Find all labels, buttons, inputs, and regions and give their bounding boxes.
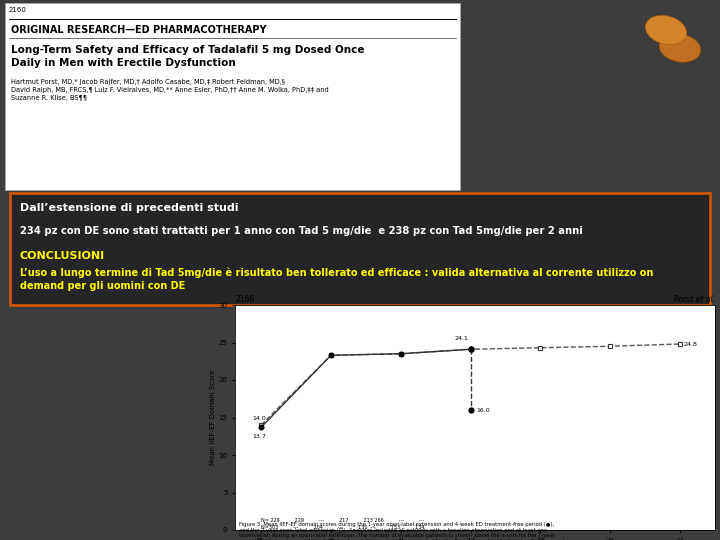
Text: 234 pz con DE sono stati trattatti per 1 anno con Tad 5 mg/die  e 238 pz con Tad: 234 pz con DE sono stati trattatti per 1…: [20, 226, 582, 236]
Text: N=303          ---          204          ---          130  ---          153     : N=303 --- 204 --- 130 --- 153: [261, 525, 425, 530]
Text: Dall’estensione di precedenti studi: Dall’estensione di precedenti studi: [20, 203, 238, 213]
Text: Porst et al.: Porst et al.: [674, 295, 715, 304]
Text: 14.0: 14.0: [253, 416, 266, 421]
Text: CONCLUSIONI: CONCLUSIONI: [20, 251, 105, 261]
Text: 24.8: 24.8: [683, 341, 698, 347]
Text: 24.1: 24.1: [455, 336, 469, 341]
Ellipse shape: [645, 16, 687, 45]
Text: L’uso a lungo termine di Tad 5mg/die è risultato ben tollerato ed efficace : val: L’uso a lungo termine di Tad 5mg/die è r…: [20, 267, 653, 291]
Text: Long-Term Safety and Efficacy of Tadalafil 5 mg Dosed Once: Long-Term Safety and Efficacy of Tadalaf…: [11, 45, 364, 55]
Text: Daily in Men with Erectile Dysfunction: Daily in Men with Erectile Dysfunction: [11, 58, 235, 68]
Ellipse shape: [660, 33, 701, 62]
Text: Hartmut Porst, MD,* Jacob Rajfer, MD,† Adolfo Casabe, MD,‡ Robert Feldman, MD,§
: Hartmut Porst, MD,* Jacob Rajfer, MD,† A…: [11, 79, 329, 101]
Text: ORIGINAL RESEARCH—ED PHARMACOTHERAPY: ORIGINAL RESEARCH—ED PHARMACOTHERAPY: [11, 25, 266, 35]
Text: Figure 3  Mean IIEF-EF domain scores during the 1-year open-label extension and : Figure 3 Mean IIEF-EF domain scores duri…: [238, 522, 566, 540]
Text: 16.0: 16.0: [476, 408, 490, 414]
Bar: [5, 3, 460, 190]
Text: 2166: 2166: [235, 295, 254, 304]
Text: N= 229          229          ---          217          213 266          ---     : N= 229 229 --- 217 213 266 ---: [261, 517, 424, 523]
Y-axis label: Mean IIEF-EF Domain Score: Mean IIEF-EF Domain Score: [210, 370, 215, 465]
Bar: [10, 193, 710, 305]
Text: 2160: 2160: [9, 7, 27, 13]
Text: 13.7: 13.7: [253, 434, 266, 439]
